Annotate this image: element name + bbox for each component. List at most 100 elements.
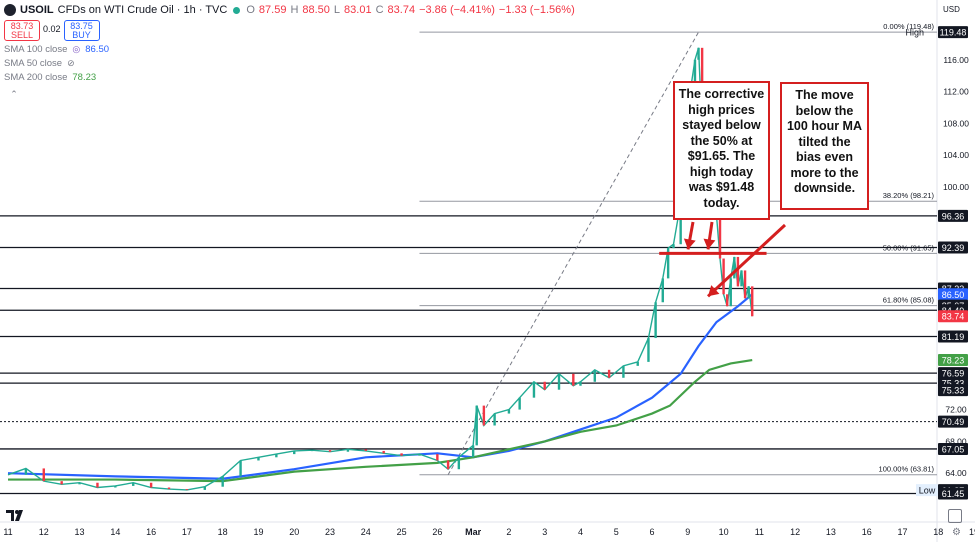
price-axis-badge [938, 330, 968, 343]
fib-level-label: 0.00% (119.48) [883, 22, 934, 31]
price-candle [579, 381, 582, 386]
hidden-eye-icon[interactable]: ⊘ [67, 58, 75, 68]
price-tick-label: 104.00 [943, 150, 969, 160]
price-candle [203, 486, 206, 490]
price-candle [743, 270, 747, 299]
price-axis-badge-label: 61.45 [942, 489, 965, 499]
price-axis-badge [938, 209, 968, 222]
time-tick-label: 13 [75, 527, 85, 537]
time-tick-label: 5 [614, 527, 619, 537]
price-axis-badge [938, 367, 968, 380]
buy-button[interactable]: 83.75 BUY [63, 20, 100, 41]
annotation-box-2: The move below the 100 hour MA tilted th… [780, 82, 869, 210]
circle-icon[interactable]: ◎ [72, 44, 81, 54]
price-candle [42, 468, 45, 482]
time-tick-label: 6 [650, 527, 655, 537]
time-tick-label: 3 [542, 527, 547, 537]
low-value: 83.01 [344, 4, 372, 16]
price-axis-badge-label: 81.19 [942, 332, 965, 342]
time-tick-label: Mar [465, 527, 482, 537]
time-tick-label: 12 [790, 527, 800, 537]
time-tick-label: 17 [182, 527, 192, 537]
price-axis-badge-label: 67.05 [942, 444, 965, 454]
indicator-value: 86.50 [85, 44, 110, 55]
price-candle [78, 482, 81, 485]
sell-price: 83.73 [10, 21, 34, 31]
indicator-sma200[interactable]: SMA 200 close 78.23 [4, 72, 96, 83]
time-tick-label: 19 [969, 527, 975, 537]
price-axis-badge [938, 241, 968, 254]
price-candle [572, 373, 575, 386]
price-candle [257, 457, 260, 461]
low-label: L [333, 4, 341, 16]
price-candle [636, 361, 639, 366]
high-value: 88.50 [302, 4, 330, 16]
price-candle [457, 457, 461, 470]
time-tick-label: 16 [862, 527, 872, 537]
high-label: High [905, 28, 924, 38]
time-tick-label: 14 [110, 527, 120, 537]
price-axis-badge-label: 92.39 [942, 243, 965, 253]
time-tick-label: 9 [685, 527, 690, 537]
price-candle [725, 294, 729, 307]
price-candle [96, 482, 99, 488]
price-candle [733, 256, 736, 279]
price-candle [751, 286, 754, 317]
open-value: 87.59 [258, 4, 287, 16]
price-candle [722, 258, 725, 295]
symbol-title: CFDs on WTI Crude Oil · 1h · TVC [57, 4, 228, 16]
sell-button[interactable]: 83.73 SELL [4, 20, 40, 41]
price-candle [693, 59, 697, 84]
time-tick-label: 20 [289, 527, 299, 537]
indicator-sma50[interactable]: SMA 50 close ⊘ [4, 58, 75, 69]
gear-icon[interactable]: ⚙ [952, 527, 961, 538]
price-candle [532, 381, 536, 398]
fib-level-label: 100.00% (63.81) [879, 465, 935, 474]
price-candle [740, 270, 743, 287]
fib-level-label: 38.20% (98.21) [883, 191, 935, 200]
price-candle [400, 453, 403, 456]
price-candle [346, 449, 350, 452]
price-candle [310, 450, 314, 452]
price-candle [471, 445, 475, 458]
trade-panel: 83.73 SELL 0.02 83.75 BUY [4, 20, 100, 41]
price-axis-badge [938, 487, 968, 500]
price-candle [382, 450, 385, 454]
indicator-label: SMA 200 close [4, 72, 68, 83]
price-candle [364, 449, 367, 451]
close-label: C [375, 4, 384, 16]
close-value: 83.74 [387, 4, 416, 16]
price-candle [149, 482, 153, 488]
price-candle [654, 302, 657, 339]
price-candle [679, 202, 682, 245]
auto-scale-button[interactable] [948, 509, 962, 523]
price-axis-badge-label: 119.48 [940, 28, 967, 38]
price-candle [60, 481, 63, 485]
price-axis-badge [938, 384, 968, 397]
price-candle [185, 489, 189, 491]
price-candle [436, 454, 439, 461]
annotation-arrow-3 [706, 223, 787, 298]
price-axis-badge-label: 76.59 [942, 369, 965, 379]
buy-price: 83.75 [70, 21, 93, 31]
time-tick-label: 26 [432, 527, 442, 537]
price-candle [275, 454, 278, 458]
open-label: O [246, 4, 255, 16]
symbol-name[interactable]: USOIL [20, 4, 54, 16]
price-candle [607, 369, 611, 378]
price-axis-badge-label: 83.74 [942, 312, 965, 322]
price-axis-badge-label: 70.49 [942, 417, 965, 427]
extra-change-value: −1.33 (−1.56%) [498, 4, 575, 16]
price-axis-badge-label: 78.23 [942, 356, 965, 366]
price-candle [747, 286, 750, 299]
time-tick-label: 18 [933, 527, 943, 537]
price-candle [518, 397, 521, 410]
indicator-sma100[interactable]: SMA 100 close ◎ 86.50 [4, 44, 109, 55]
collapse-legend-icon[interactable]: ⌃ [10, 89, 18, 99]
currency-label[interactable]: USD [943, 5, 960, 14]
price-axis-badge [938, 415, 968, 428]
time-tick-label: 18 [218, 527, 228, 537]
price-tick-label: 116.00 [943, 55, 969, 65]
price-candle [507, 409, 511, 414]
annotation-arrow-1-head [683, 238, 696, 250]
